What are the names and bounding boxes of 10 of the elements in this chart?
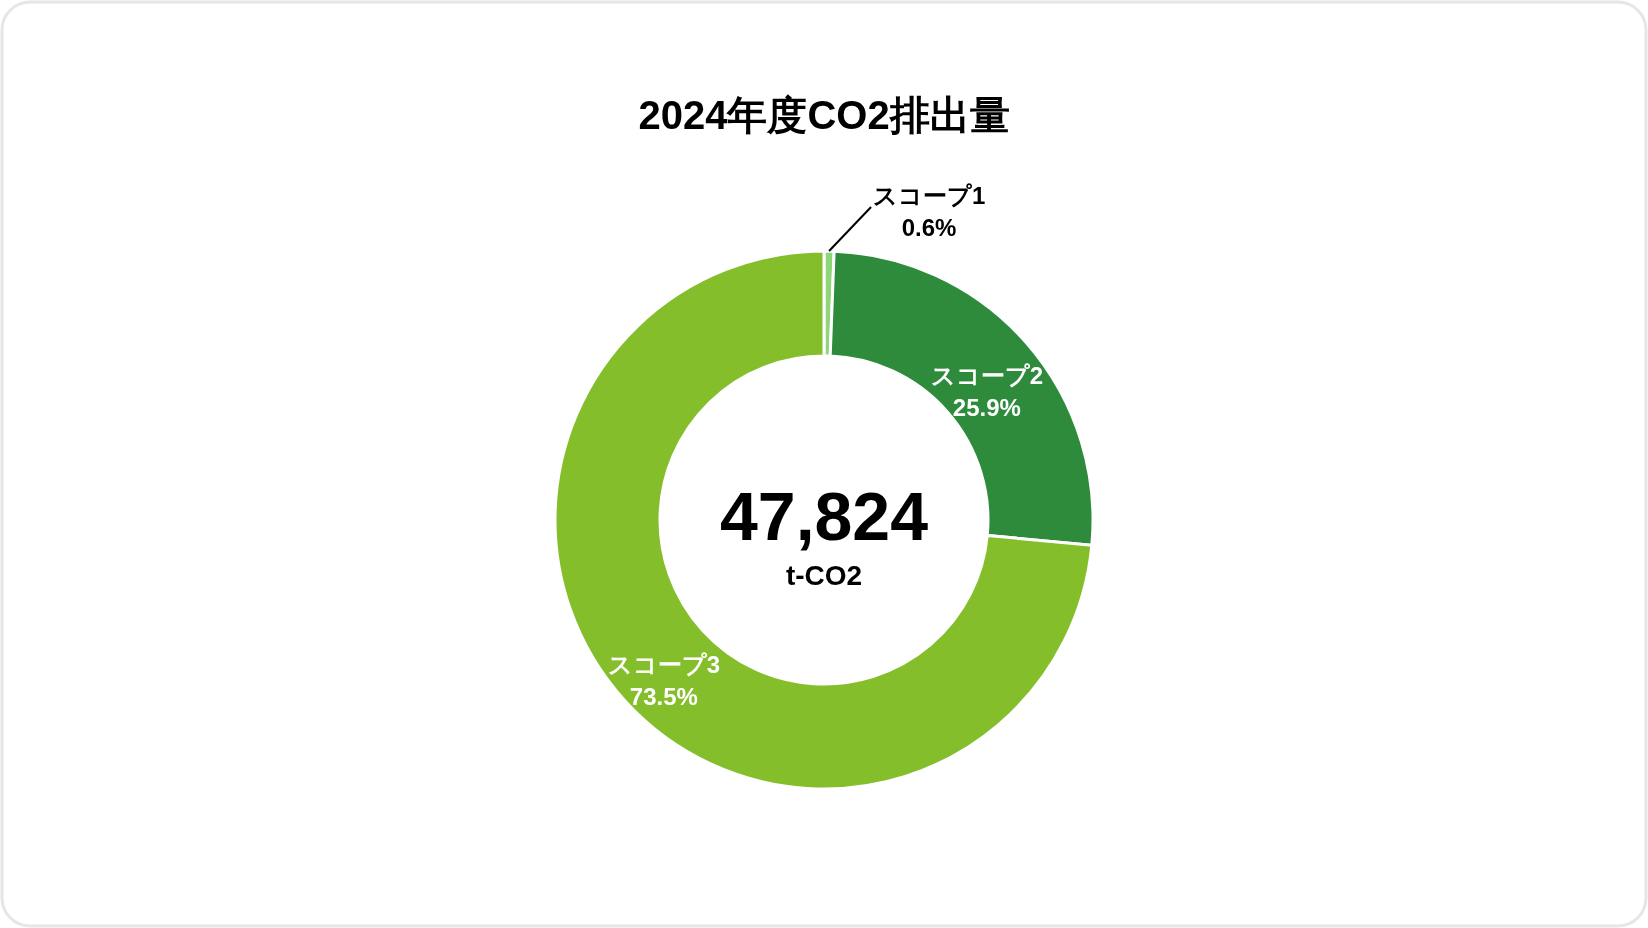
text: 47,824 <box>720 478 929 554</box>
text: t-CO2 <box>785 560 863 591</box>
slice-label: スコープ1 <box>872 182 986 210</box>
slice-label: スコープ2 <box>930 362 1044 390</box>
data-label: 0.6% <box>901 214 957 242</box>
donut-slice <box>553 249 1094 790</box>
data-label: 73.5% <box>629 682 698 710</box>
slice-label: スコープ3 <box>607 650 721 678</box>
data-label: 25.9% <box>952 394 1021 422</box>
chart-title: 2024年度CO2排出量 <box>638 93 1010 137</box>
